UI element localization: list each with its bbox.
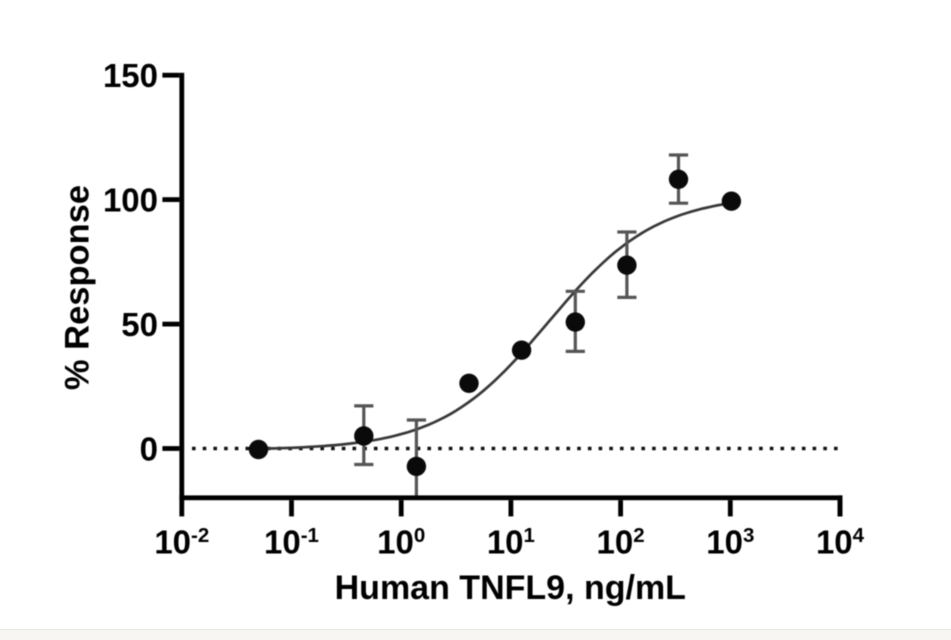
svg-text:10-1: 10-1: [264, 524, 319, 561]
svg-text:104: 104: [816, 524, 865, 561]
svg-text:103: 103: [706, 524, 754, 561]
svg-text:150: 150: [103, 57, 158, 94]
svg-text:50: 50: [121, 306, 158, 343]
svg-text:100: 100: [103, 182, 158, 219]
svg-text:10-2: 10-2: [154, 524, 209, 561]
svg-text:Human TNFL9, ng/mL: Human TNFL9, ng/mL: [335, 569, 686, 607]
svg-text:0: 0: [140, 431, 158, 468]
svg-text:% Response: % Response: [59, 185, 97, 390]
svg-text:102: 102: [597, 524, 645, 561]
svg-text:101: 101: [487, 524, 535, 561]
svg-text:100: 100: [377, 524, 425, 561]
